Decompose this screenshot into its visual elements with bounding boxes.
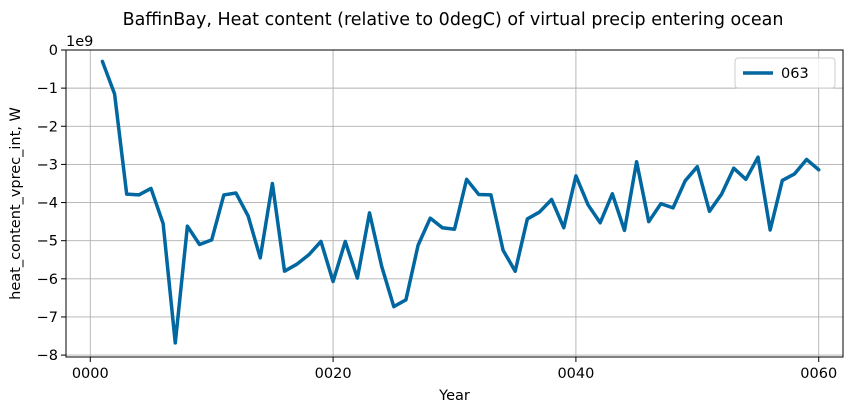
chart-title: BaffinBay, Heat content (relative to 0de…: [123, 10, 784, 30]
y-tick-label: −1: [37, 81, 58, 97]
plot-frame: [65, 49, 844, 358]
y-tick-label: −7: [37, 310, 58, 326]
x-axis-label: Year: [438, 388, 470, 404]
y-tick-label: 0: [49, 43, 58, 59]
axis-ticks: 0000 0020 0040 0060 0 −1 −2 −3 −4 −5 −6 −7 −8: [37, 43, 838, 382]
legend-box: [734, 57, 836, 89]
y-tick-label: −4: [37, 196, 58, 212]
y-axis-label: heat_content_vprec_int, W: [8, 107, 24, 300]
x-tick-label: 0040: [557, 366, 594, 382]
y-tick-label: −2: [37, 119, 58, 135]
y-tick-label: −6: [37, 272, 58, 288]
x-tick-label: 0060: [800, 366, 837, 382]
y-axis-offset-label: 1e9: [66, 34, 93, 50]
legend-label-063: 063: [781, 66, 809, 82]
data-series: [100, 59, 821, 345]
y-tick-label: −5: [37, 234, 58, 250]
x-tick-label: 0020: [315, 366, 352, 382]
legend: 063: [734, 57, 836, 89]
x-tick-label: 0000: [72, 366, 109, 382]
series-line-063: [100, 59, 821, 345]
y-tick-label: −3: [37, 157, 58, 173]
y-tick-label: −8: [37, 348, 58, 364]
grid-lines: [66, 49, 843, 357]
